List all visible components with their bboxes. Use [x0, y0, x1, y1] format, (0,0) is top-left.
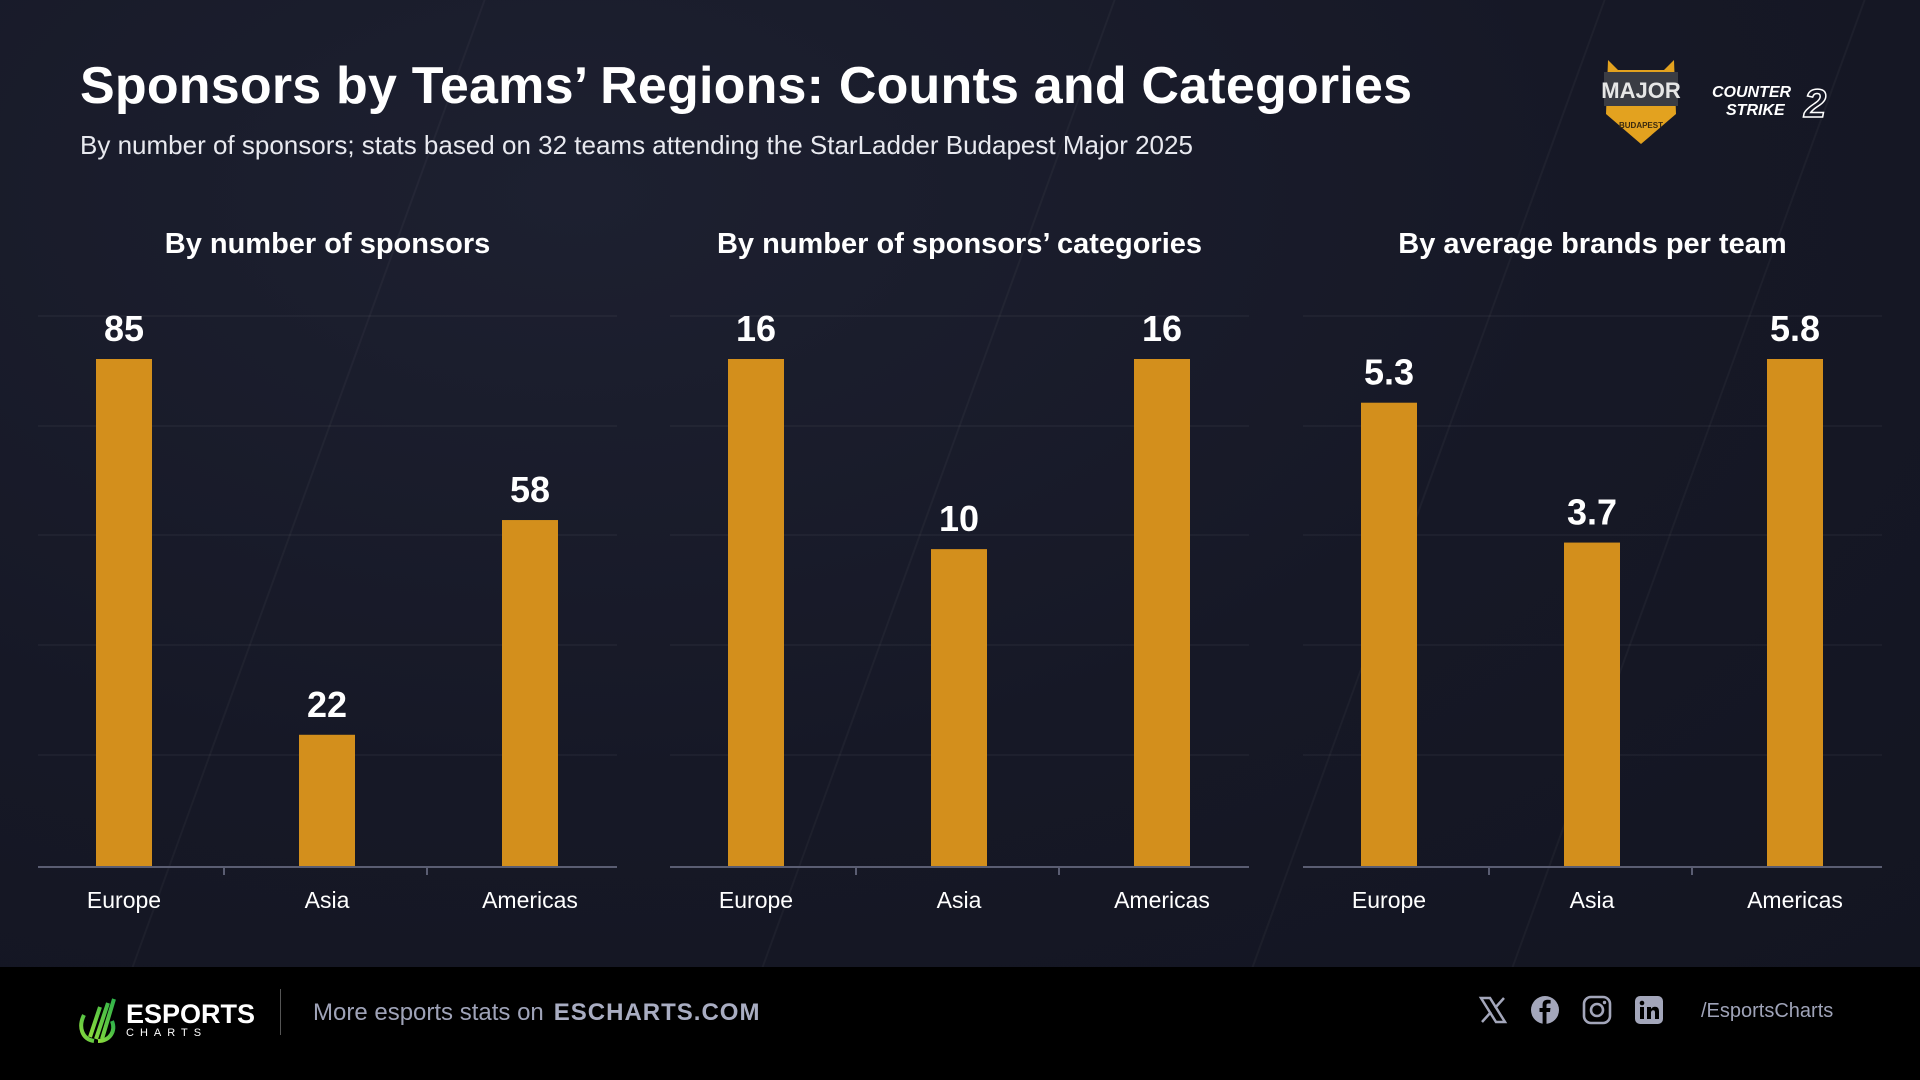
- x-icon[interactable]: [1478, 995, 1508, 1025]
- svg-text:MAJOR: MAJOR: [1601, 78, 1681, 103]
- bar-europe: [728, 359, 784, 866]
- social-handle[interactable]: /EsportsCharts: [1701, 1000, 1834, 1022]
- site-link[interactable]: ESCHARTS.COM: [553, 999, 761, 1026]
- partner-logos: MAJOR BUDAPEST COUNTER STRIKE 2: [1600, 56, 1852, 146]
- bar-chart: 16 Europe 10 Asia 16 Americas: [670, 308, 1249, 913]
- brand-bottom: CHARTS: [126, 1027, 208, 1039]
- instagram-icon[interactable]: [1582, 995, 1612, 1025]
- category-label: Americas: [1114, 887, 1210, 913]
- facebook-icon[interactable]: [1530, 995, 1560, 1025]
- bar-chart: 5.3 Europe 3.7 Asia 5.8 Americas: [1303, 308, 1882, 913]
- page-title: Sponsors by Teams’ Regions: Counts and C…: [80, 57, 1413, 115]
- panel-sponsors: 85 Europe 22 Asia 58 Americas By number of sp…: [38, 220, 617, 940]
- data-label: 16: [1142, 308, 1182, 349]
- page-subtitle: By number of sponsors; stats based on 32…: [80, 130, 1193, 160]
- bar-asia: [931, 549, 987, 866]
- chart-area: Sponsors by Teams’ Regions: Counts and C…: [0, 0, 1920, 967]
- esports-charts-logo[interactable]: ESPORTS CHARTS: [78, 997, 255, 1043]
- data-label: 10: [939, 498, 979, 539]
- panel-categories: 16 Europe 10 Asia 16 Americas By number of sp…: [670, 220, 1249, 940]
- svg-text:2: 2: [1803, 82, 1826, 121]
- category-label: Americas: [1747, 887, 1843, 913]
- svg-text:COUNTER: COUNTER: [1712, 84, 1792, 101]
- panel-average-brands: 5.3 Europe 3.7 Asia 5.8 Americas By average b…: [1303, 220, 1882, 940]
- category-label: Asia: [1570, 887, 1615, 913]
- panel-title: By average brands per team: [1398, 228, 1787, 260]
- brand-top: ESPORTS: [126, 999, 256, 1029]
- data-label: 58: [510, 469, 550, 510]
- data-label: 5.3: [1364, 352, 1414, 393]
- footer-divider: [280, 989, 281, 1035]
- counter-strike-2-logo: COUNTER STRIKE 2: [1712, 81, 1827, 121]
- major-logo: MAJOR BUDAPEST: [1601, 60, 1681, 144]
- category-label: Europe: [719, 887, 793, 913]
- data-label: 16: [736, 308, 776, 349]
- footer: ESPORTS CHARTS More esports stats on ESCH…: [0, 967, 1920, 1080]
- bar-americas: [502, 520, 558, 866]
- bar-americas: [1767, 359, 1823, 866]
- category-label: Asia: [305, 887, 350, 913]
- linkedin-icon[interactable]: [1634, 995, 1664, 1025]
- data-label: 85: [104, 308, 144, 349]
- bar-europe: [1361, 402, 1417, 866]
- bar-europe: [96, 359, 152, 866]
- more-stats-text: More esports stats on ESCHARTS.COM: [313, 999, 761, 1026]
- data-label: 3.7: [1567, 492, 1617, 533]
- panel-title: By number of sponsors’ categories: [716, 228, 1203, 260]
- svg-text:STRIKE: STRIKE: [1726, 102, 1786, 119]
- category-label: Americas: [482, 887, 578, 913]
- bar-asia: [299, 734, 355, 866]
- bar-americas: [1134, 359, 1190, 866]
- social-links: [1478, 995, 1664, 1025]
- svg-text:BUDAPEST: BUDAPEST: [1619, 121, 1663, 130]
- panel-title: By number of sponsors: [164, 228, 491, 260]
- bar-chart: 85 Europe 22 Asia 58 Americas: [38, 308, 617, 913]
- esports-charts-icon: [79, 998, 116, 1043]
- category-label: Europe: [1352, 887, 1426, 913]
- bar-asia: [1564, 542, 1620, 866]
- data-label: 5.8: [1770, 308, 1820, 349]
- category-label: Asia: [937, 887, 982, 913]
- data-label: 22: [307, 684, 347, 725]
- category-label: Europe: [87, 887, 161, 913]
